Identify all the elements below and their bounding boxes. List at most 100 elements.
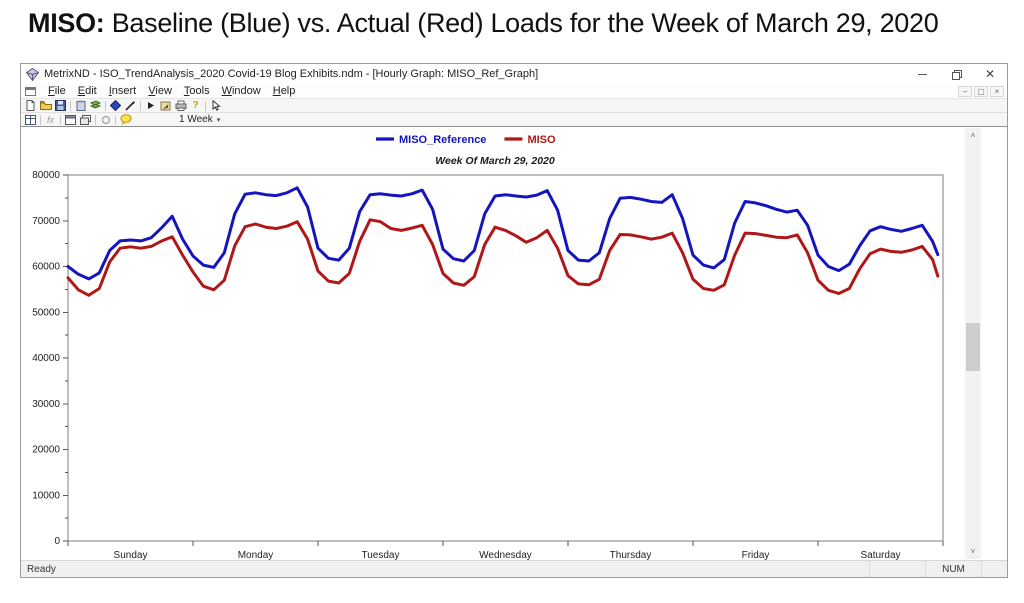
select-tool-button[interactable]: [208, 100, 223, 112]
formula-icon: fx: [46, 114, 54, 125]
mdi-minimize-button[interactable]: –: [958, 85, 972, 97]
new-document-button[interactable]: [23, 100, 38, 112]
restore-icon: [952, 70, 962, 80]
restore-button[interactable]: [939, 64, 973, 84]
menu-help[interactable]: Help: [272, 85, 296, 97]
main-toolbar: ?: [21, 99, 1007, 113]
toolbar-separator: [115, 114, 116, 125]
x-day-label: Monday: [238, 550, 274, 560]
close-icon: ✕: [984, 67, 996, 81]
paste-button[interactable]: [73, 100, 88, 112]
status-pane: [981, 561, 1007, 577]
series-miso: [66, 218, 940, 297]
y-tick-label: 40000: [32, 353, 60, 364]
x-day-label: Wednesday: [479, 550, 532, 560]
rebuild-button[interactable]: [108, 100, 123, 112]
num-lock-indicator: NUM: [925, 561, 981, 577]
green-sheets-icon: [90, 100, 101, 109]
copy-window-icon: [80, 114, 91, 125]
close-button[interactable]: ✕: [973, 64, 1007, 84]
new-document-icon: [26, 100, 35, 111]
scroll-up-icon[interactable]: ˄: [970, 131, 976, 140]
legend-label: MISO_Reference: [399, 134, 486, 146]
x-day-label: Friday: [742, 550, 770, 560]
toolbar-separator: [95, 114, 96, 125]
comment-button[interactable]: [118, 114, 133, 126]
status-bar: Ready NUM: [21, 560, 1007, 577]
worksheet-button[interactable]: [88, 100, 103, 112]
export-button[interactable]: [158, 100, 173, 112]
time-range-selector[interactable]: 1 Week ▾: [179, 114, 220, 125]
graph-toolbar: fx 1 Week ▾: [21, 113, 1007, 127]
help-icon: ?: [192, 100, 199, 111]
chevron-down-icon: ▾: [216, 116, 221, 124]
menu-window[interactable]: Window: [221, 85, 261, 97]
menu-bar: File Edit Insert View Tools Window Help – ▢ ×: [21, 84, 1007, 99]
toolbar-separator: [140, 100, 141, 111]
toolbar-separator: [105, 100, 106, 111]
vertical-scrollbar[interactable]: ˄ ˅: [965, 128, 981, 559]
slide-title-rest: Baseline (Blue) vs. Actual (Red) Loads f…: [104, 8, 939, 38]
menu-items: File Edit Insert View Tools Window Help: [42, 85, 301, 97]
zoom-icon: [101, 115, 110, 124]
properties-window-icon: [65, 114, 76, 125]
menu-file[interactable]: File: [48, 85, 66, 97]
pointer-line-icon: [125, 101, 135, 111]
clipboard-icon: [76, 100, 85, 111]
scrollbar-track[interactable]: [965, 143, 981, 544]
formula-button[interactable]: fx: [43, 114, 58, 126]
properties-button[interactable]: [63, 114, 78, 126]
x-day-label: Tuesday: [362, 550, 400, 560]
toolbar-separator: [60, 114, 61, 125]
slide-title: MISO: Baseline (Blue) vs. Actual (Red) L…: [28, 8, 939, 39]
data-table-button[interactable]: [23, 114, 38, 126]
status-message: Ready: [27, 563, 56, 575]
legend-label: MISO: [527, 134, 556, 146]
x-day-label: Sunday: [114, 550, 148, 560]
run-button[interactable]: [143, 100, 158, 112]
blue-diamond-icon: [110, 100, 121, 111]
minimize-button[interactable]: [905, 64, 939, 84]
chart-title: Week Of March 29, 2020: [435, 155, 555, 167]
menu-edit[interactable]: Edit: [77, 85, 97, 97]
mdi-restore-button[interactable]: ▢: [974, 85, 988, 97]
zoom-button[interactable]: [98, 114, 113, 126]
mdi-close-button[interactable]: ×: [990, 85, 1004, 97]
y-tick-label: 70000: [32, 216, 60, 227]
y-tick-label: 60000: [32, 262, 60, 273]
y-tick-label: 50000: [32, 307, 60, 318]
y-tick-label: 80000: [32, 170, 60, 181]
edit-pointer-button[interactable]: [123, 100, 138, 112]
mdi-child-icon: [25, 86, 36, 96]
load-chart: 0 10000 20000 30000 40000 50000 60000 70000 8000…: [32, 134, 944, 560]
print-button[interactable]: [173, 100, 188, 112]
mdi-window-controls: – ▢ ×: [958, 85, 1007, 97]
status-pane: [869, 561, 925, 577]
toolbar-separator: [205, 100, 206, 111]
help-button[interactable]: ?: [188, 100, 203, 112]
x-day-label: Saturday: [860, 550, 900, 560]
slide-title-bold: MISO:: [28, 8, 105, 38]
y-tick-label: 20000: [32, 445, 60, 456]
export-folder-icon: [160, 101, 170, 111]
menu-insert[interactable]: Insert: [108, 85, 137, 97]
metrixnd-app-icon: [26, 67, 39, 81]
scrollbar-thumb[interactable]: [966, 323, 980, 372]
table-icon: [25, 114, 36, 125]
y-tick-label: 0: [54, 536, 60, 547]
title-bar: MetrixND - ISO_TrendAnalysis_2020 Covid-…: [21, 64, 1007, 84]
open-folder-icon: [39, 101, 52, 110]
menu-tools[interactable]: Tools: [183, 85, 210, 97]
open-file-button[interactable]: [38, 100, 53, 112]
print-icon: [175, 100, 186, 111]
x-day-label: Thursday: [610, 550, 652, 560]
legend: MISO_Reference MISO: [376, 134, 556, 146]
save-button[interactable]: [53, 100, 68, 112]
chart-area: 0 10000 20000 30000 40000 50000 60000 70000 8000…: [21, 127, 1007, 560]
toolbar-separator: [70, 100, 71, 111]
cursor-icon: [212, 100, 221, 111]
scroll-down-icon[interactable]: ˅: [970, 547, 976, 556]
y-tick-label: 30000: [32, 399, 60, 410]
duplicate-window-button[interactable]: [78, 114, 93, 126]
menu-view[interactable]: View: [148, 85, 172, 97]
